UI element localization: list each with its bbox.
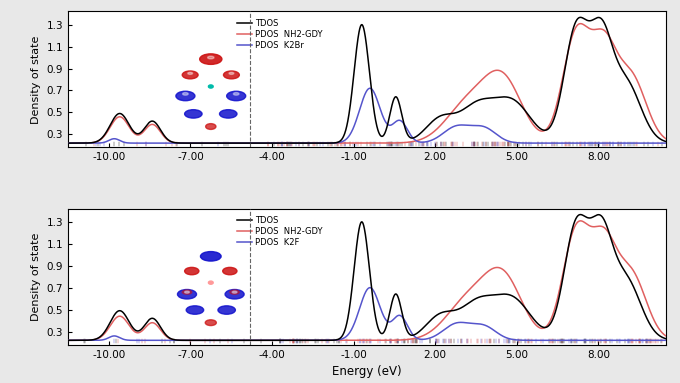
Y-axis label: Density of state: Density of state: [31, 35, 41, 124]
Ellipse shape: [233, 93, 239, 95]
Ellipse shape: [205, 320, 216, 326]
Ellipse shape: [218, 306, 235, 314]
Ellipse shape: [182, 290, 192, 294]
Ellipse shape: [208, 281, 214, 284]
Ellipse shape: [185, 267, 199, 275]
Ellipse shape: [188, 72, 192, 74]
Ellipse shape: [177, 290, 197, 299]
Ellipse shape: [225, 290, 244, 299]
Ellipse shape: [185, 291, 189, 293]
Ellipse shape: [176, 91, 195, 101]
Ellipse shape: [183, 93, 188, 95]
Ellipse shape: [229, 72, 234, 74]
Ellipse shape: [232, 291, 237, 293]
Ellipse shape: [207, 56, 214, 59]
Ellipse shape: [205, 124, 216, 129]
Ellipse shape: [185, 110, 202, 118]
X-axis label: Energy (eV): Energy (eV): [333, 365, 402, 378]
Ellipse shape: [208, 85, 214, 88]
Ellipse shape: [182, 71, 198, 79]
Ellipse shape: [224, 71, 239, 79]
Ellipse shape: [201, 252, 221, 261]
Ellipse shape: [226, 91, 245, 101]
Ellipse shape: [200, 54, 222, 64]
Legend: TDOS, PDOS  NH2-GDY, PDOS  K2F: TDOS, PDOS NH2-GDY, PDOS K2F: [234, 213, 326, 251]
Ellipse shape: [220, 110, 237, 118]
Ellipse shape: [223, 267, 237, 275]
Y-axis label: Density of state: Density of state: [31, 232, 41, 321]
Ellipse shape: [230, 290, 239, 294]
Legend: TDOS, PDOS  NH2-GDY, PDOS  K2Br: TDOS, PDOS NH2-GDY, PDOS K2Br: [234, 16, 326, 54]
Ellipse shape: [186, 306, 204, 314]
